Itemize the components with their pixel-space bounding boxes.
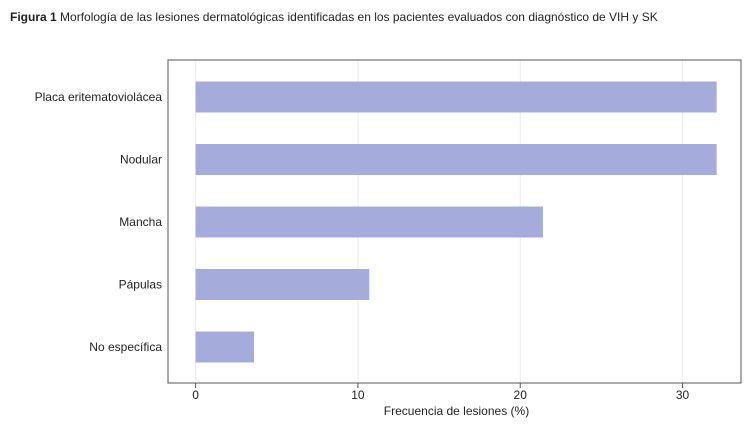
x-tick-label: 20 [514,388,528,402]
bar [195,206,543,238]
figure-title: Morfología de las lesiones dermatológica… [60,10,658,24]
bar [195,331,255,363]
bar [195,144,717,175]
category-label: Mancha [119,215,162,229]
x-tick-label: 10 [351,388,365,402]
x-axis-title: Frecuencia de lesiones (%) [384,404,529,418]
x-tick-label: 30 [676,388,690,402]
figure-number: Figura 1 [10,10,57,24]
bar [195,81,717,113]
category-label: No específica [89,340,162,354]
x-tick-label: 0 [192,388,199,402]
category-label: Pápulas [119,278,162,292]
plot-frame [167,59,742,384]
category-label: Placa eritematoviolácea [35,90,163,104]
figure-caption: Figura 1 Morfología de las lesiones derm… [10,10,658,24]
category-label: Nodular [120,153,162,167]
bar [195,269,370,300]
